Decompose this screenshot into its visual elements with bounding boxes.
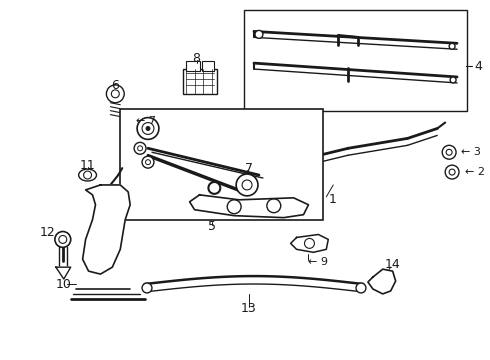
Text: 11: 11 xyxy=(80,159,96,172)
Circle shape xyxy=(356,283,366,293)
Text: 5: 5 xyxy=(208,220,217,233)
Text: 12: 12 xyxy=(40,226,56,239)
Text: 10: 10 xyxy=(56,278,72,291)
Circle shape xyxy=(227,200,241,214)
Circle shape xyxy=(146,160,150,165)
Circle shape xyxy=(445,165,459,179)
Text: 1: 1 xyxy=(328,193,336,206)
Circle shape xyxy=(59,235,67,243)
Circle shape xyxy=(137,118,159,139)
Circle shape xyxy=(208,182,220,194)
Text: 6: 6 xyxy=(111,80,119,93)
Circle shape xyxy=(142,122,154,134)
Text: 4: 4 xyxy=(474,60,482,73)
Bar xyxy=(244,10,467,111)
Polygon shape xyxy=(83,185,130,274)
Circle shape xyxy=(267,199,281,213)
Circle shape xyxy=(55,231,71,247)
Text: ← 9: ← 9 xyxy=(309,257,328,267)
Circle shape xyxy=(236,174,258,196)
Text: 7: 7 xyxy=(245,162,253,175)
Text: 13: 13 xyxy=(241,302,257,315)
Circle shape xyxy=(138,146,143,151)
Circle shape xyxy=(450,77,456,83)
Circle shape xyxy=(106,85,124,103)
Text: ← 3: ← 3 xyxy=(461,147,481,157)
Ellipse shape xyxy=(79,169,97,181)
Circle shape xyxy=(142,156,154,168)
Text: ← 2: ← 2 xyxy=(465,167,485,177)
Polygon shape xyxy=(190,195,309,218)
Circle shape xyxy=(84,171,92,179)
Text: 14: 14 xyxy=(385,258,400,271)
Polygon shape xyxy=(368,269,395,294)
Circle shape xyxy=(449,43,455,49)
Polygon shape xyxy=(291,234,328,252)
Bar xyxy=(120,109,323,220)
Text: 8: 8 xyxy=(193,51,200,65)
Circle shape xyxy=(134,142,146,154)
Circle shape xyxy=(142,283,152,293)
Circle shape xyxy=(442,145,456,159)
Circle shape xyxy=(304,238,315,248)
Circle shape xyxy=(242,180,252,190)
Bar xyxy=(186,61,199,71)
Bar xyxy=(202,61,214,71)
Text: ← 7: ← 7 xyxy=(136,116,156,126)
Polygon shape xyxy=(56,267,71,279)
Circle shape xyxy=(446,149,452,155)
Bar xyxy=(183,69,218,94)
Circle shape xyxy=(255,31,263,39)
Circle shape xyxy=(146,126,150,130)
Circle shape xyxy=(449,169,455,175)
Circle shape xyxy=(111,90,119,98)
